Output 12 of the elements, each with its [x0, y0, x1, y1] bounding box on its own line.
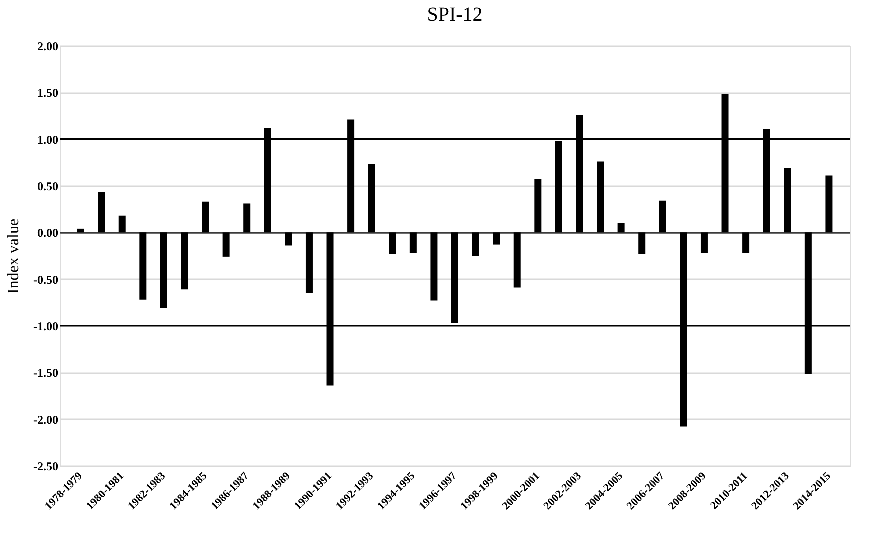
y-tick-label: -2.00: [34, 412, 58, 427]
chart-title: SPI-12: [427, 4, 483, 26]
y-axis-title: Index value: [6, 218, 23, 294]
y-tick-label: 1.00: [38, 132, 58, 147]
y-tick-label: -1.00: [34, 320, 58, 334]
y-tick-label: 0.00: [38, 226, 58, 240]
y-tick-label: -1.50: [34, 366, 58, 380]
y-tick-label: 2.00: [38, 40, 58, 54]
y-tick-label: 1.50: [38, 86, 58, 100]
y-tick-label: -0.50: [34, 272, 58, 287]
y-tick-label: -2.50: [34, 460, 58, 474]
y-tick-label: 0.50: [38, 180, 58, 194]
